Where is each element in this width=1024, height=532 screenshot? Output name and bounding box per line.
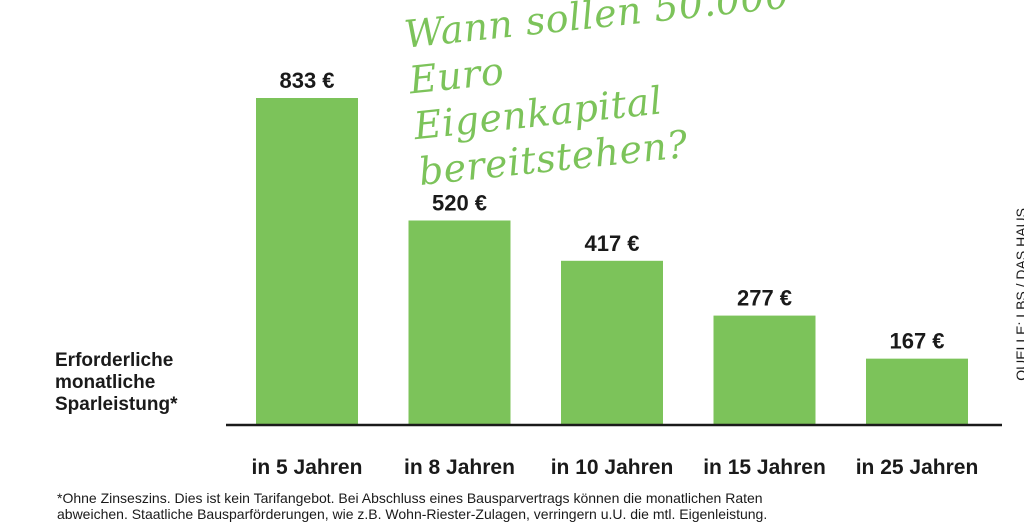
value-label-3: 417 € bbox=[584, 231, 639, 256]
source-label: QUELLE: LBS / DAS HAUS bbox=[1013, 208, 1024, 381]
footnote: *Ohne Zinseszins. Dies ist kein Tarifang… bbox=[57, 490, 768, 522]
category-label-5: in 25 Jahren bbox=[856, 456, 979, 479]
value-label-5: 167 € bbox=[889, 329, 944, 354]
bar-4 bbox=[713, 315, 816, 424]
value-label-2: 520 € bbox=[432, 190, 487, 215]
category-label-1: in 5 Jahren bbox=[252, 456, 363, 479]
category-label-4: in 15 Jahren bbox=[703, 456, 826, 479]
bar-2 bbox=[408, 220, 511, 424]
category-label-3: in 10 Jahren bbox=[551, 456, 674, 479]
bar-5 bbox=[866, 358, 968, 424]
bar-1 bbox=[256, 98, 358, 424]
value-label-1: 833 € bbox=[279, 68, 334, 93]
category-label-2: in 8 Jahren bbox=[404, 456, 515, 479]
value-label-4: 277 € bbox=[737, 286, 792, 311]
bar-3 bbox=[561, 260, 663, 424]
y-axis-label: Erforderliche monatliche Sparleistung* bbox=[55, 350, 178, 415]
